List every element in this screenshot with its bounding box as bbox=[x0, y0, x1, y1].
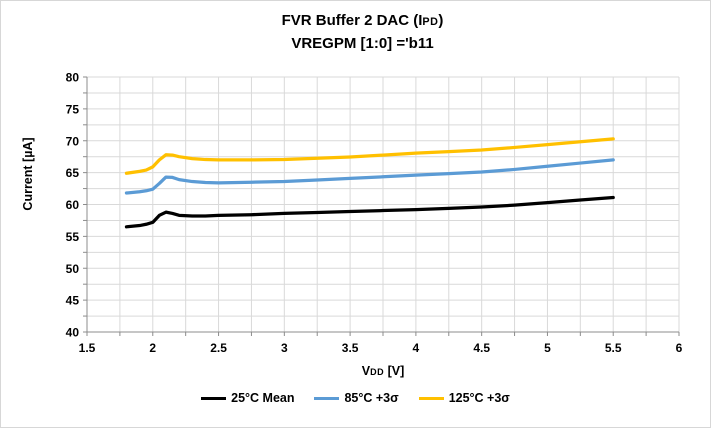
y-tick-label: 40 bbox=[66, 326, 80, 340]
series-line-125-c-3 bbox=[124, 137, 615, 175]
legend-item-85c-3sigma: 85°C +3σ bbox=[314, 391, 399, 405]
legend-line-swatch bbox=[314, 396, 340, 400]
legend-line-swatch bbox=[201, 396, 227, 400]
x-tick-label: 2.5 bbox=[210, 341, 227, 355]
x-tick-label: 6 bbox=[676, 341, 683, 355]
x-tick-label: 4 bbox=[413, 341, 420, 355]
gridlines bbox=[87, 76, 680, 332]
legend: 25°C Mean 85°C +3σ 125°C +3σ bbox=[1, 391, 710, 405]
y-tick-label: 70 bbox=[66, 134, 80, 148]
legend-label: 25°C Mean bbox=[231, 391, 295, 405]
x-axis-title: VDD [V] bbox=[361, 364, 405, 378]
y-tick-label: 55 bbox=[66, 230, 80, 244]
y-tick-label: 65 bbox=[66, 166, 80, 180]
y-axis-title: Current [µA] bbox=[21, 137, 35, 211]
y-tick-label: 50 bbox=[66, 262, 80, 276]
legend-line-swatch bbox=[418, 396, 444, 400]
x-tick-label: 4.5 bbox=[473, 341, 490, 355]
x-tick-label: 5.5 bbox=[605, 341, 622, 355]
chart-title-line1: FVR Buffer 2 DAC (IPD) bbox=[281, 12, 444, 29]
series-line-85-c-3 bbox=[124, 158, 615, 195]
x-tick-label: 2 bbox=[149, 341, 156, 355]
legend-label: 125°C +3σ bbox=[448, 391, 510, 405]
chart-title: FVR Buffer 2 DAC (IPD) VREGPM [1:0] ='b1… bbox=[15, 10, 710, 55]
series-lines bbox=[124, 137, 615, 229]
x-tick-label: 3 bbox=[281, 341, 288, 355]
legend-item-25c-mean: 25°C Mean bbox=[201, 391, 294, 405]
chart-title-line2: VREGPM [1:0] ='b11 bbox=[291, 35, 434, 52]
x-tick-label: 3.5 bbox=[342, 341, 359, 355]
legend-item-125c-3sigma: 125°C +3σ bbox=[418, 391, 510, 405]
y-tick-label: 60 bbox=[66, 198, 80, 212]
tick-labels: 1.5 2 2.5 3 3.5 4 4.5 5 5.5 6 40 45 50 55 60 65 70 75 80 bbox=[66, 71, 683, 356]
y-tick-label: 45 bbox=[66, 294, 80, 308]
series-line-25-c-mean bbox=[124, 195, 615, 229]
axes-lines bbox=[83, 76, 680, 336]
y-tick-label: 80 bbox=[66, 71, 80, 85]
y-tick-label: 75 bbox=[66, 102, 80, 116]
x-tick-label: 5 bbox=[544, 341, 551, 355]
x-tick-label: 1.5 bbox=[79, 341, 96, 355]
legend-label: 85°C +3σ bbox=[344, 391, 399, 405]
